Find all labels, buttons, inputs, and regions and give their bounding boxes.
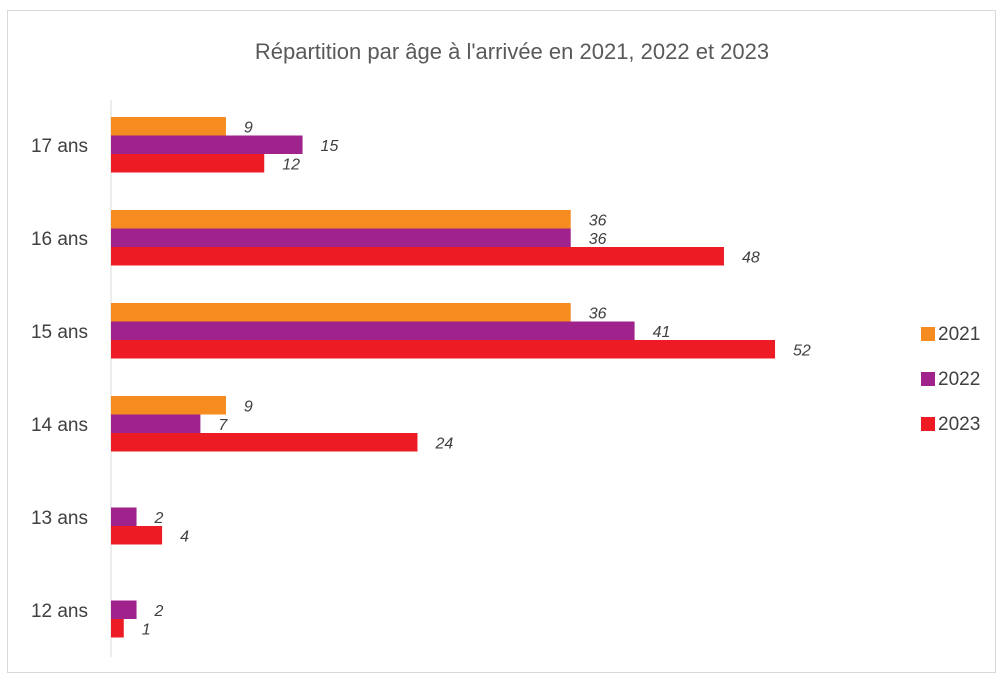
data-label: 1 — [142, 621, 151, 638]
data-label: 9 — [244, 119, 253, 136]
legend: 2021 2022 2023 — [921, 324, 980, 435]
data-label: 52 — [793, 342, 811, 359]
data-label: 36 — [589, 305, 607, 322]
chart-title: Répartition par âge à l'arrivée en 2021,… — [255, 39, 769, 64]
bar-2022 — [111, 135, 303, 154]
category-label: 16 ans — [31, 229, 88, 250]
category-label: 14 ans — [31, 415, 88, 436]
data-label: 2 — [154, 603, 164, 620]
bar-2023 — [111, 154, 265, 173]
category-label: 13 ans — [31, 508, 88, 529]
bar-2022 — [111, 228, 571, 247]
chart-frame: Répartition par âge à l'arrivée en 2021,… — [7, 10, 996, 673]
data-label: 7 — [218, 417, 228, 434]
category-label: 15 ans — [31, 322, 88, 343]
bar-2022 — [111, 414, 201, 433]
bar-2022 — [111, 321, 635, 340]
data-label: 9 — [244, 398, 253, 415]
data-label: 15 — [321, 138, 339, 155]
data-label: 36 — [589, 231, 607, 248]
bar-2023 — [111, 433, 418, 452]
bar-2022 — [111, 507, 137, 526]
bar-2023 — [111, 247, 724, 266]
category-label: 12 ans — [31, 601, 88, 622]
data-label: 24 — [434, 435, 453, 452]
bar-2023 — [111, 619, 124, 638]
legend-swatch-2022 — [921, 372, 935, 386]
bar-2021 — [111, 117, 226, 136]
bar-2023 — [111, 340, 776, 359]
legend-label: 2021 — [938, 324, 980, 345]
category-label: 17 ans — [31, 136, 88, 157]
legend-swatch-2021 — [921, 327, 935, 341]
data-label: 48 — [742, 249, 760, 266]
bar-2023 — [111, 526, 163, 545]
data-label: 36 — [589, 212, 607, 229]
data-label: 2 — [154, 510, 164, 527]
bar-2021 — [111, 396, 226, 415]
legend-label: 2023 — [938, 414, 980, 435]
data-label: 41 — [653, 324, 671, 341]
bar-chart: Répartition par âge à l'arrivée en 2021,… — [31, 39, 980, 657]
bar-2022 — [111, 600, 137, 619]
data-label: 12 — [282, 156, 300, 173]
bars-group — [111, 117, 776, 638]
bar-2021 — [111, 210, 571, 229]
data-label: 4 — [180, 528, 189, 545]
bar-2021 — [111, 303, 571, 322]
legend-swatch-2023 — [921, 417, 935, 431]
legend-label: 2022 — [938, 369, 980, 390]
